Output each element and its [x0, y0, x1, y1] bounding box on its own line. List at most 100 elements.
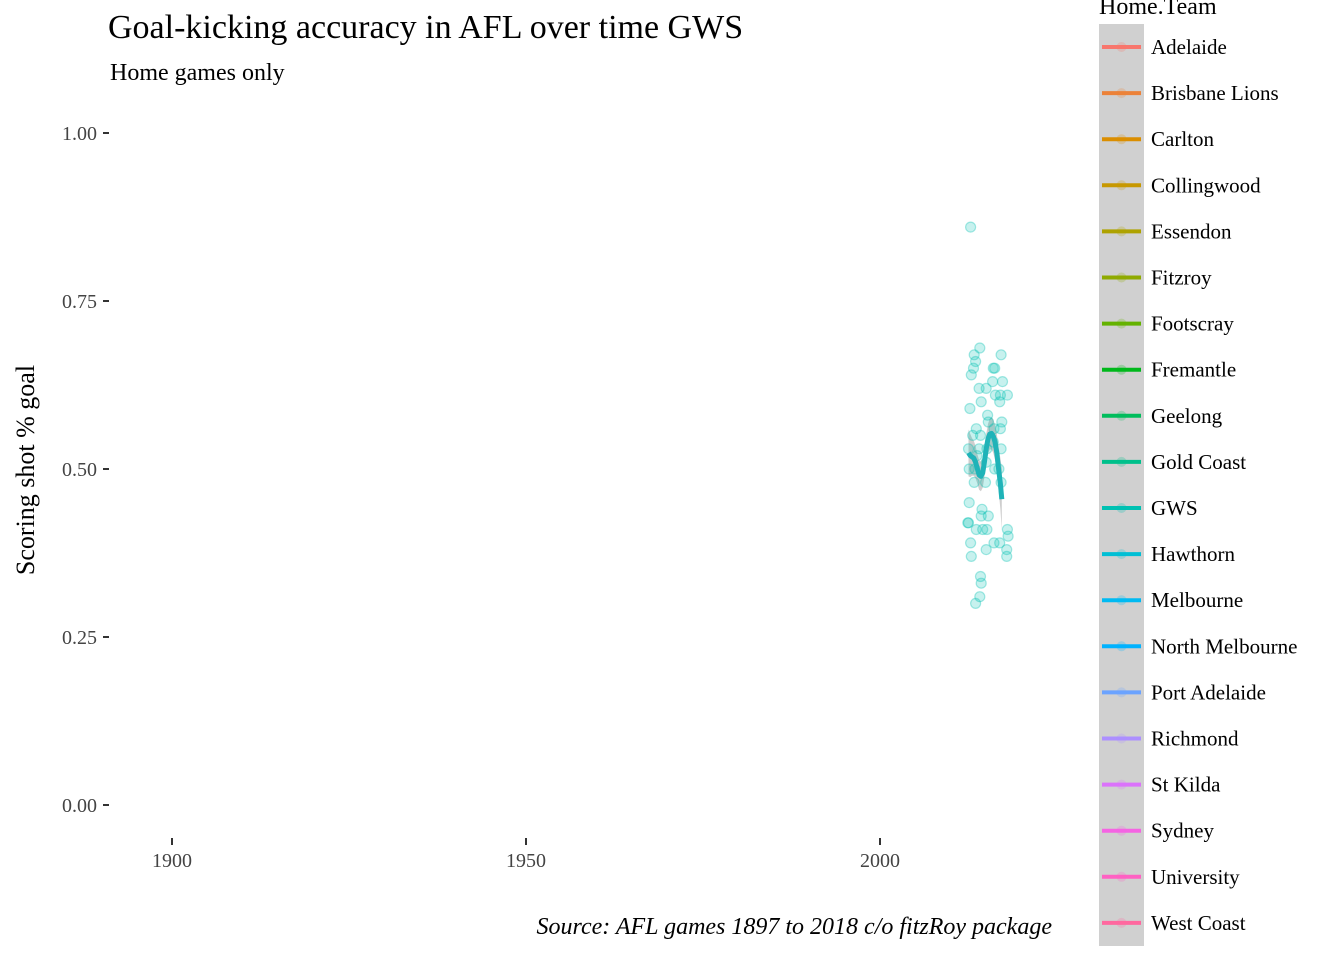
legend-label: Brisbane Lions: [1151, 81, 1279, 105]
legend-entry: Geelong: [1102, 404, 1223, 428]
y-tick-label: 0.75: [62, 291, 97, 313]
legend-key-point: [1116, 410, 1127, 421]
legend-key-point: [1116, 503, 1127, 513]
legend-label: Fitzroy: [1151, 266, 1212, 290]
data-point: [989, 362, 1001, 374]
data-point: [964, 402, 976, 415]
data-point: [974, 342, 986, 354]
legend-key-point: [1116, 318, 1127, 329]
data-point: [1001, 543, 1013, 556]
data-point: [977, 523, 989, 536]
y-tick-label: 0.00: [62, 795, 97, 817]
data-point: [1001, 389, 1014, 401]
legend-key-point: [1116, 641, 1127, 652]
legend-label: Sydney: [1151, 819, 1215, 843]
legend-label: University: [1151, 865, 1240, 889]
legend-key-point: [1116, 779, 1127, 790]
data-point: [964, 221, 977, 233]
data-point: [965, 550, 977, 563]
chart-subtitle: Home games only: [110, 60, 285, 86]
data-point: [987, 362, 999, 374]
legend-entry: Gold Coast: [1102, 450, 1246, 474]
legend-key-point: [1116, 134, 1127, 145]
legend-entry: Port Adelaide: [1102, 680, 1266, 704]
data-point: [981, 409, 994, 421]
legend-label: Richmond: [1151, 727, 1239, 751]
data-point: [970, 423, 982, 435]
smooth-layer: [966, 430, 1005, 500]
data-point: [981, 523, 993, 536]
legend-key-point: [1116, 456, 1127, 467]
data-point: [980, 543, 992, 556]
data-point: [995, 349, 1007, 361]
data-point: [979, 476, 992, 488]
data-point: [974, 429, 987, 441]
x-tick-label: 1950: [506, 850, 546, 872]
data-point: [996, 416, 1008, 428]
legend-entry: Melbourne: [1102, 588, 1243, 612]
data-point: [973, 382, 985, 394]
legend-key-point: [1116, 733, 1127, 744]
legend-label: West Coast: [1151, 911, 1246, 935]
data-point: [986, 376, 999, 388]
y-axis: 0.00 0.25 0.50 0.75 1.00: [62, 123, 109, 817]
plot-area: [962, 221, 1014, 610]
legend-entry: St Kilda: [1102, 773, 1221, 797]
data-point: [967, 362, 980, 374]
legend-key-point: [1116, 825, 1127, 836]
legend-entry: Carlton: [1102, 127, 1214, 151]
y-tick-label: 1.00: [62, 123, 97, 145]
legend-key-point: [1116, 364, 1127, 375]
data-point: [982, 416, 994, 428]
data-point: [1002, 530, 1014, 542]
data-point: [1001, 550, 1013, 563]
data-point: [975, 510, 987, 522]
legend-label: Collingwood: [1151, 173, 1261, 197]
data-point: [962, 517, 975, 529]
legend-entry: Richmond: [1102, 727, 1239, 751]
legend-label: Footscray: [1151, 312, 1234, 336]
smooth-line: [966, 430, 1005, 500]
legend-label: GWS: [1151, 496, 1198, 520]
data-point: [994, 537, 1006, 549]
legend-label: Port Adelaide: [1151, 680, 1266, 704]
legend: Home.Team Adelaide Brisbane Lions Carlton C…: [1099, 0, 1297, 946]
legend-label: North Melbourne: [1151, 634, 1297, 658]
data-point: [962, 443, 975, 455]
data-point: [970, 523, 982, 536]
data-point: [963, 497, 975, 509]
data-point: [962, 517, 974, 529]
data-point: [969, 597, 982, 610]
y-tick-label: 0.50: [62, 459, 97, 481]
legend-entry: North Melbourne: [1102, 634, 1297, 658]
legend-key-point: [1116, 595, 1127, 606]
legend-entry: Adelaide: [1102, 35, 1227, 59]
legend-entry: University: [1102, 865, 1240, 889]
data-point: [988, 537, 1000, 549]
legend-label: St Kilda: [1151, 773, 1221, 797]
data-point: [964, 537, 977, 549]
legend-key-point: [1116, 549, 1127, 560]
data-point: [994, 423, 1007, 435]
legend-label: Melbourne: [1151, 588, 1243, 612]
legend-entries: Adelaide Brisbane Lions Carlton Collingwood…: [1102, 35, 1297, 935]
legend-key-point: [1116, 42, 1127, 52]
data-point: [994, 396, 1006, 408]
legend-key-background: [1099, 24, 1144, 946]
data-point: [975, 396, 987, 408]
y-tick-label: 0.25: [62, 627, 97, 649]
legend-label: Carlton: [1151, 127, 1214, 151]
data-point: [968, 349, 980, 361]
data-point: [975, 577, 987, 589]
legend-key-point: [1116, 687, 1127, 698]
chart-caption: Source: AFL games 1897 to 2018 c/o fitzR…: [537, 914, 1053, 940]
legend-entry: Hawthorn: [1102, 542, 1235, 566]
legend-entry: Collingwood: [1102, 173, 1261, 197]
legend-entry: Sydney: [1102, 819, 1215, 843]
x-tick-label: 1900: [152, 850, 192, 872]
data-point: [1001, 523, 1014, 536]
legend-key-point: [1116, 871, 1127, 882]
data-point: [967, 429, 979, 441]
